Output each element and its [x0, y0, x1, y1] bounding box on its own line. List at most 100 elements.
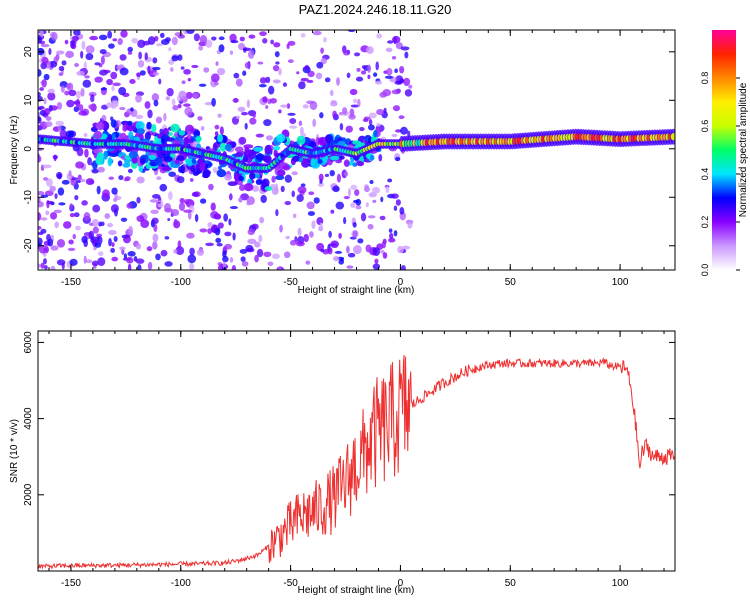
spectrogram-cell	[336, 173, 341, 183]
spectrogram-cell	[397, 245, 404, 254]
spectrogram-cell	[338, 155, 345, 160]
spectrogram-cell	[222, 250, 227, 258]
spectrogram-cell	[65, 130, 75, 138]
spectrogram-cell	[262, 155, 272, 163]
spectrogram-cell	[156, 176, 162, 181]
spectrogram-cell	[186, 232, 195, 239]
spectrogram-cell	[72, 233, 76, 240]
spectrogram-cell	[210, 202, 216, 211]
spectrogram-cell	[334, 250, 343, 254]
spectrogram-cell	[386, 68, 393, 76]
spectrogram-cell	[150, 209, 156, 214]
spectrogram-cell	[379, 215, 386, 221]
spectrogram-cell	[128, 225, 133, 235]
spectrogram-cell	[244, 62, 251, 69]
spectrogram-cell	[277, 267, 282, 270]
spectrogram-cell	[38, 263, 41, 269]
spectrogram-cell	[140, 219, 150, 229]
spectrogram-cell	[298, 81, 306, 90]
spectrogram-cell	[369, 179, 374, 185]
spectrogram-cell	[155, 116, 163, 124]
spectrogram-cell	[343, 195, 350, 200]
spectrogram-cell	[214, 81, 219, 86]
spectrogram-cell	[217, 165, 223, 171]
spectrogram-cell	[98, 34, 108, 41]
spectrogram-cell	[239, 184, 246, 192]
spectrogram-cell	[181, 80, 186, 85]
spectrogram-cell	[152, 233, 159, 243]
snr-xtick-label: -100	[171, 578, 191, 589]
spectrogram-cell	[173, 249, 178, 254]
spectrogram-cell	[299, 126, 304, 136]
spectrogram-cell	[177, 103, 182, 109]
chart-title: PAZ1.2024.246.18.11.G20	[298, 2, 452, 17]
spectrogram-cell	[352, 98, 358, 104]
spectrogram-cell	[385, 47, 393, 53]
spectrogram-cell	[45, 178, 53, 187]
spectrogram-cell	[365, 202, 369, 208]
spectrogram-cell	[91, 169, 99, 174]
spectrogram-cell	[75, 161, 85, 169]
spectrogram-cell	[269, 98, 278, 104]
spectrogram-cell	[45, 210, 50, 216]
spectrogram-cell	[95, 155, 104, 166]
spectrogram-cell	[85, 52, 94, 61]
spectrogram-cell	[108, 238, 112, 247]
spectrogram-cell	[92, 204, 101, 213]
spectrogram-cell	[282, 164, 291, 171]
spectrogram-cell	[119, 106, 126, 111]
spectrogram-cell	[57, 125, 62, 133]
spectrogram-cell	[374, 258, 379, 264]
spectrogram-cell	[170, 151, 176, 159]
spectrogram-cell	[244, 122, 248, 130]
spectrogram-cell	[84, 75, 90, 79]
spectrogram-cell	[133, 136, 141, 142]
colorbar-tick-label: 0.8	[700, 72, 710, 85]
spectrogram-cell	[211, 97, 216, 107]
spectrogram-cell	[398, 115, 405, 120]
spectrogram-cell	[58, 72, 64, 77]
spectrogram-cell	[393, 36, 397, 45]
spectrogram-cell	[47, 88, 55, 94]
spectrogram-cell	[215, 237, 222, 243]
spectrogram-cell	[229, 50, 234, 55]
spectrogram-cell	[67, 247, 76, 252]
spectrogram-cell	[284, 174, 292, 183]
spectrogram-cell	[238, 136, 247, 145]
spectrogram-cell	[168, 191, 173, 201]
spectrogram-xlabel: Height of straight line (km)	[298, 285, 415, 296]
spectrogram-cell	[382, 252, 388, 259]
spectrogram-cell	[246, 201, 251, 206]
spectrogram-cell	[88, 104, 93, 110]
spectrogram-cell	[264, 144, 272, 155]
spectrogram-cell	[153, 99, 159, 107]
spectrogram-cell	[247, 238, 257, 245]
spectrogram-cell	[175, 246, 185, 255]
spectrogram-cell	[328, 230, 332, 238]
spectrogram-cell	[43, 73, 50, 81]
spectrogram-cell	[48, 60, 58, 68]
spectrogram-cell	[341, 107, 348, 115]
spectrogram-cell	[68, 239, 74, 245]
spectrogram-cell	[144, 131, 151, 141]
spectrogram-cell	[151, 123, 157, 133]
spectrogram-cell	[362, 118, 369, 122]
spectrogram-cell	[302, 156, 309, 165]
spectrogram-cell	[69, 203, 74, 211]
spectrogram-cell	[38, 92, 41, 97]
spectrogram-cell	[111, 85, 115, 92]
spectrogram-cell	[324, 173, 330, 178]
spectrogram-cell	[46, 200, 55, 205]
spectrogram-cell	[183, 199, 193, 203]
colorbar-tick-label: 0.6	[700, 120, 710, 133]
spectrogram-cell	[123, 235, 131, 244]
spectrogram-cell	[389, 232, 394, 240]
colorbar: 0.0 0.2 0.4 0.6 0.8 Normalized spectral ampl…	[700, 30, 749, 276]
spectrogram-cell	[161, 166, 172, 172]
spectrogram-cell	[242, 70, 247, 76]
spectrogram-cell	[223, 213, 229, 222]
spectrogram-cell	[163, 156, 173, 163]
spectrogram-cell	[167, 217, 171, 222]
spectrogram-cell	[258, 234, 263, 243]
spectrogram-cell	[199, 228, 208, 233]
